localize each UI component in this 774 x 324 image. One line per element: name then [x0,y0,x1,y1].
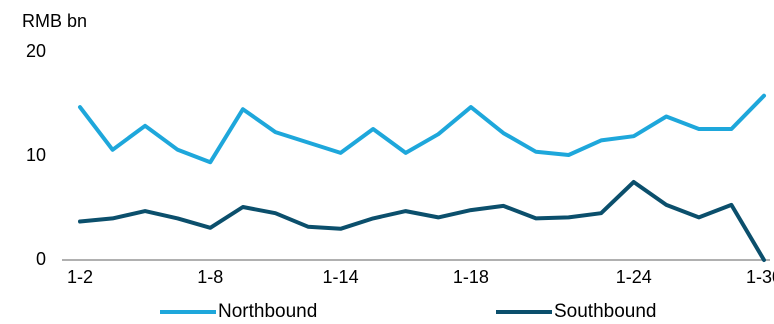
y-tick-labels: 0 10 20 [26,41,46,269]
y-tick-label: 0 [36,249,46,269]
x-tick-label: 1-30 [746,267,774,287]
x-tick-label: 1-18 [453,267,489,287]
y-tick-label: 10 [26,145,46,165]
series-line-northbound [78,93,766,165]
y-tick-label: 20 [26,41,46,61]
x-tick-labels: 1-2 1-8 1-14 1-18 1-24 1-30 [67,267,774,287]
series-line-southbound [78,180,766,262]
x-tick-label: 1-24 [616,267,652,287]
x-tick-label: 1-8 [197,267,223,287]
y-axis-unit-label: RMB bn [22,11,87,31]
legend: Northbound Southbound [160,301,657,322]
x-tick-label: 1-2 [67,267,93,287]
legend-label-southbound: Southbound [554,301,657,322]
legend-label-northbound: Northbound [218,301,317,322]
series-lines [78,93,766,262]
x-tick-label: 1-14 [323,267,359,287]
